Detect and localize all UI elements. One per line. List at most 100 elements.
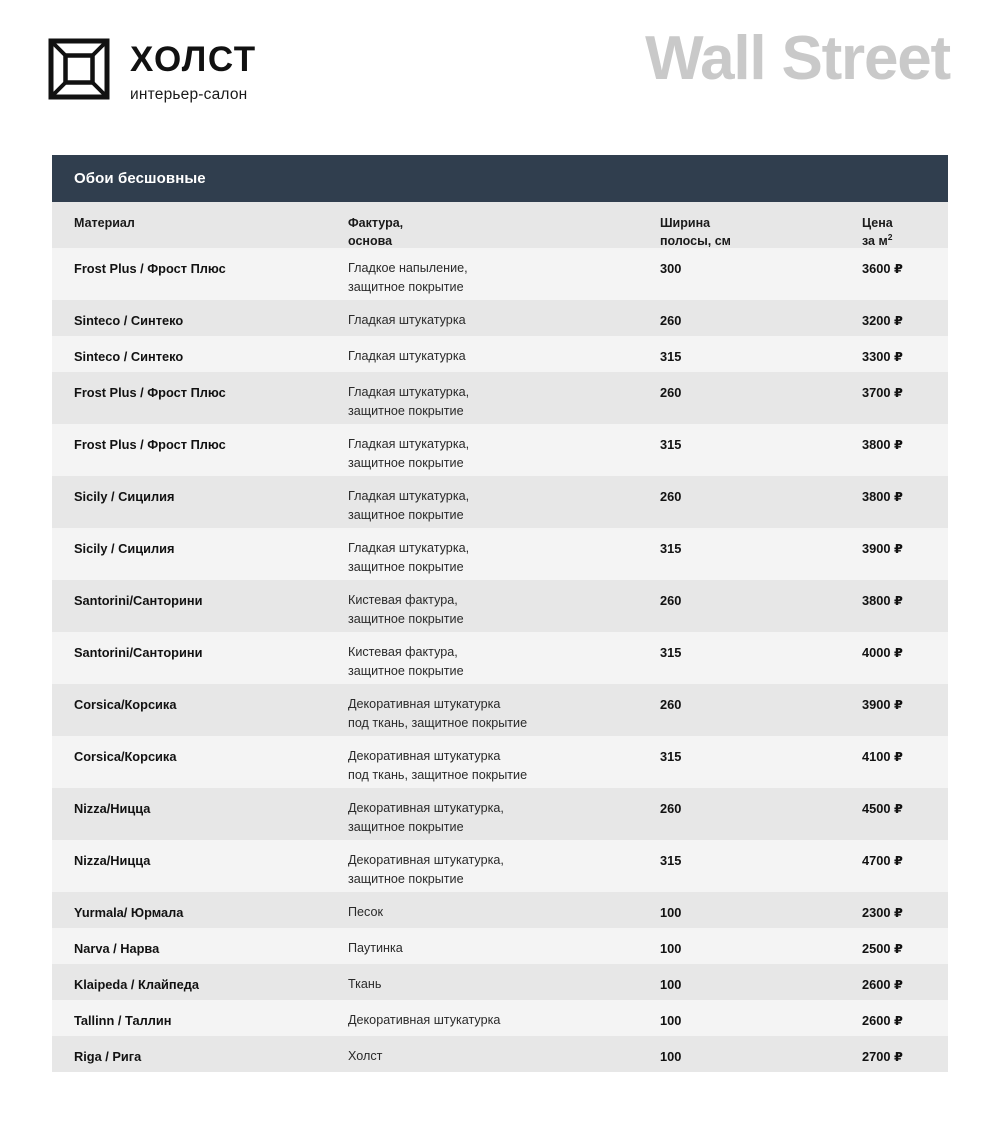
cell-texture-line1: Ткань (348, 977, 382, 991)
cell-width: 300 (660, 261, 682, 276)
cell-price: 3600 ₽ (862, 261, 903, 276)
cell-width: 100 (660, 977, 682, 992)
cell-texture-line1: Кистевая фактура, (348, 645, 458, 659)
cell-width: 100 (660, 941, 682, 956)
cell-texture-line1: Паутинка (348, 941, 403, 955)
cell-price: 2600 ₽ (862, 977, 903, 992)
cell-texture: Декоративная штукатурка, защитное покрыти… (348, 799, 660, 837)
table-header-row: Материал Фактура, основа Ширина полосы, … (52, 202, 948, 248)
cell-material: Frost Plus / Фрост Плюс (74, 385, 226, 400)
cell-texture-line1: Декоративная штукатурка, (348, 853, 504, 867)
table-row: Sinteco / Синтеко Гладкая штукатурка 315 33… (52, 336, 948, 372)
table-row: Klaipeda / Клайпеда Ткань 100 2600 ₽ (52, 964, 948, 1000)
cell-texture-line2: защитное покрытие (348, 456, 464, 471)
cell-width: 260 (660, 385, 682, 400)
cell-material: Frost Plus / Фрост Плюс (74, 437, 226, 452)
cell-material: Santorini/Санторини (74, 645, 203, 660)
cell-texture: Декоративная штукатурка (348, 1011, 660, 1030)
cell-material: Narva / Нарва (74, 941, 160, 956)
cell-texture-line2: под ткань, защитное покрытие (348, 768, 528, 783)
cell-texture: Гладкая штукатурка (348, 311, 660, 330)
brand-name: ХОЛСТ (130, 40, 257, 79)
cell-texture-line1: Холст (348, 1049, 383, 1063)
cell-width: 100 (660, 1049, 682, 1064)
column-header-price-line2: за м2 (862, 232, 970, 250)
table-row: Frost Plus / Фрост Плюс Гладкая штукатурк… (52, 424, 948, 476)
cell-texture-line1: Декоративная штукатурка (348, 1013, 501, 1027)
cell-material: Sicily / Сицилия (74, 541, 175, 556)
cell-texture: Кистевая фактура, защитное покрытие (348, 643, 660, 681)
cell-price: 2600 ₽ (862, 1013, 903, 1028)
cell-texture-line1: Гладкая штукатурка (348, 349, 466, 363)
cell-price: 4700 ₽ (862, 853, 903, 868)
table-row: Corsica/Корсика Декоративная штукатурка по… (52, 684, 948, 736)
table-row: Sinteco / Синтеко Гладкая штукатурка 260 32… (52, 300, 948, 336)
cell-texture-line2: защитное покрытие (348, 404, 464, 419)
cell-texture: Ткань (348, 975, 660, 994)
cell-material: Sinteco / Синтеко (74, 313, 184, 328)
column-header-price-unit: за м (862, 234, 888, 249)
cell-width: 100 (660, 1013, 682, 1028)
column-header-price: Цена за м2 (862, 214, 970, 250)
cell-price: 2500 ₽ (862, 941, 903, 956)
table-row: Corsica/Корсика Декоративная штукатурка по… (52, 736, 948, 788)
table-row: Frost Plus / Фрост Плюс Гладкая штукатурк… (52, 372, 948, 424)
cell-texture: Гладкая штукатурка, защитное покрытие (348, 435, 660, 473)
cell-texture-line1: Гладкая штукатурка, (348, 437, 470, 451)
cell-material: Nizza/Ницца (74, 801, 151, 816)
column-header-material: Материал (74, 214, 348, 232)
cell-texture-line1: Декоративная штукатурка, (348, 801, 504, 815)
cell-texture: Кистевая фактура, защитное покрытие (348, 591, 660, 629)
brand-logo: ХОЛСТ интерьер-салон (48, 38, 257, 104)
cell-texture: Песок (348, 903, 660, 922)
cell-texture: Гладкая штукатурка, защитное покрытие (348, 383, 660, 421)
cell-material: Corsica/Корсика (74, 749, 177, 764)
column-header-texture-line1: Фактура, (348, 216, 404, 230)
cell-width: 260 (660, 313, 682, 328)
cell-material: Frost Plus / Фрост Плюс (74, 261, 226, 276)
cell-texture-line1: Гладкое напыление, (348, 261, 468, 275)
cell-material: Klaipeda / Клайпеда (74, 977, 200, 992)
cell-texture-line1: Гладкая штукатурка, (348, 489, 470, 503)
table-row: Narva / Нарва Паутинка 100 2500 ₽ (52, 928, 948, 964)
column-header-material-line1: Материал (74, 216, 135, 230)
column-header-price-line1: Цена (862, 216, 893, 230)
cell-material: Nizza/Ницца (74, 853, 151, 868)
table-section-banner: Обои бесшовные (52, 155, 948, 202)
collection-title: Wall Street (645, 24, 951, 93)
cell-width: 260 (660, 489, 682, 504)
column-header-width: Ширина полосы, см (660, 214, 862, 250)
cell-material: Santorini/Санторини (74, 593, 203, 608)
cell-texture-line2: под ткань, защитное покрытие (348, 716, 528, 731)
table-row: Yurmala/ Юрмала Песок 100 2300 ₽ (52, 892, 948, 928)
cell-width: 260 (660, 801, 682, 816)
cell-material: Tallinn / Таллин (74, 1013, 172, 1028)
cell-texture: Гладкая штукатурка (348, 347, 660, 366)
cell-price: 3700 ₽ (862, 385, 903, 400)
brand-text-block: ХОЛСТ интерьер-салон (130, 38, 257, 104)
cell-texture: Декоративная штукатурка под ткань, защитн… (348, 695, 660, 733)
cell-width: 315 (660, 645, 682, 660)
cell-texture: Декоративная штукатурка под ткань, защитн… (348, 747, 660, 785)
cell-texture-line1: Гладкая штукатурка (348, 313, 466, 327)
table-row: Sicily / Сицилия Гладкая штукатурка, защит… (52, 476, 948, 528)
cell-price: 4000 ₽ (862, 645, 903, 660)
cell-price: 4100 ₽ (862, 749, 903, 764)
table-row: Riga / Рига Холст 100 2700 ₽ (52, 1036, 948, 1072)
cell-texture-line2: защитное покрытие (348, 560, 464, 575)
cell-material: Sicily / Сицилия (74, 489, 175, 504)
cell-price: 4500 ₽ (862, 801, 903, 816)
cell-price: 3900 ₽ (862, 697, 903, 712)
cell-texture-line1: Гладкая штукатурка, (348, 541, 470, 555)
cell-texture: Холст (348, 1047, 660, 1066)
cell-texture-line2: защитное покрытие (348, 820, 464, 835)
page-header: ХОЛСТ интерьер-салон Wall Street (0, 0, 1000, 155)
cell-width: 260 (660, 593, 682, 608)
cell-price: 2300 ₽ (862, 905, 903, 920)
cell-texture-line1: Гладкая штукатурка, (348, 385, 470, 399)
cell-texture: Гладкая штукатурка, защитное покрытие (348, 487, 660, 525)
column-header-price-superscript: 2 (887, 231, 893, 242)
cell-price: 3300 ₽ (862, 349, 903, 364)
brand-tagline: интерьер-салон (130, 86, 248, 103)
cell-width: 315 (660, 437, 682, 452)
